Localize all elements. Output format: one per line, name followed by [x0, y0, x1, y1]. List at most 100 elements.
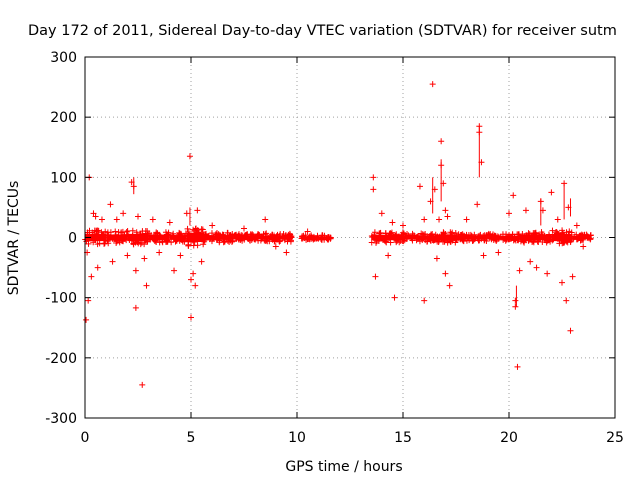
data-point: [402, 232, 409, 239]
outlier-point: [171, 267, 178, 274]
data-point: [153, 238, 160, 245]
data-point: [541, 233, 548, 240]
data-point: [136, 231, 143, 238]
outlier-point: [132, 267, 139, 274]
data-point: [267, 234, 274, 241]
data-point: [376, 230, 383, 237]
data-point: [435, 239, 442, 246]
data-point: [191, 235, 198, 242]
data-point: [418, 230, 425, 237]
data-point: [185, 237, 192, 244]
data-point: [463, 231, 470, 238]
outlier-point: [565, 204, 572, 211]
outlier-point: [533, 264, 540, 271]
data-point: [505, 236, 512, 243]
data-point: [262, 231, 269, 238]
y-tick-label: -100: [45, 291, 77, 307]
outlier-point: [495, 249, 502, 256]
data-point: [400, 238, 407, 245]
outlier-point: [370, 174, 377, 181]
outlier-point: [573, 222, 580, 229]
outlier-point: [444, 213, 451, 220]
outlier-point: [107, 201, 114, 208]
data-point: [286, 235, 293, 242]
data-point: [392, 234, 399, 241]
outlier-point: [580, 243, 587, 250]
data-point: [549, 227, 556, 234]
outlier-point: [512, 303, 519, 310]
data-point: [162, 238, 169, 245]
outlier-point: [391, 294, 398, 301]
outlier-point: [527, 258, 534, 265]
data-point: [181, 238, 188, 245]
data-point: [85, 240, 92, 247]
data-point: [106, 234, 113, 241]
data-point: [306, 234, 313, 241]
outlier-point: [512, 297, 519, 304]
data-point: [535, 239, 542, 246]
data-point: [173, 237, 180, 244]
data-point: [377, 229, 384, 236]
data-point: [550, 236, 557, 243]
outlier-point: [389, 219, 396, 226]
data-point: [384, 234, 391, 241]
data-point: [326, 234, 333, 241]
data-point: [555, 230, 562, 237]
outlier-point: [209, 222, 216, 229]
data-point: [237, 236, 244, 243]
outlier-point: [83, 316, 90, 323]
data-point: [573, 231, 580, 238]
x-tick-label: 15: [394, 430, 412, 446]
data-point: [184, 225, 191, 232]
outlier-point: [156, 249, 163, 256]
data-point: [526, 231, 533, 238]
data-point: [146, 230, 153, 237]
data-point: [452, 239, 459, 246]
data-point: [157, 233, 164, 240]
data-point: [584, 232, 591, 239]
y-tick-label: 0: [68, 231, 77, 247]
data-point: [104, 237, 111, 244]
outlier-point: [476, 123, 483, 130]
data-point: [502, 237, 509, 244]
data-point: [499, 231, 506, 238]
data-point: [532, 230, 539, 237]
data-point: [151, 233, 158, 240]
outlier-point: [385, 252, 392, 259]
data-point: [216, 237, 223, 244]
outlier-point: [370, 186, 377, 193]
data-point: [496, 234, 503, 241]
outlier-point: [474, 201, 481, 208]
outlier-point: [436, 216, 443, 223]
data-points-layer: [82, 81, 594, 388]
data-point: [401, 237, 408, 244]
data-point: [199, 226, 206, 233]
outlier-point: [554, 216, 561, 223]
x-axis-label: GPS time / hours: [285, 459, 402, 475]
data-point: [208, 230, 215, 237]
outlier-point: [563, 297, 570, 304]
outlier-point: [166, 219, 173, 226]
outlier-point: [506, 210, 512, 217]
data-point: [319, 232, 326, 239]
data-point: [520, 238, 527, 245]
data-point: [465, 234, 472, 241]
data-point: [378, 234, 385, 241]
outlier-point: [516, 267, 523, 274]
data-point: [381, 237, 388, 244]
outlier-point: [544, 270, 551, 277]
data-point: [244, 231, 251, 238]
outlier-point: [149, 216, 156, 223]
data-point: [454, 235, 461, 242]
outlier-point: [438, 162, 445, 169]
data-point: [375, 238, 382, 245]
outlier-point: [262, 216, 269, 223]
data-point: [387, 233, 394, 240]
data-point: [107, 229, 114, 236]
data-point: [447, 238, 454, 245]
outlier-point: [433, 255, 440, 262]
data-point: [447, 229, 454, 236]
outlier-point: [139, 381, 146, 388]
data-point: [119, 236, 126, 243]
